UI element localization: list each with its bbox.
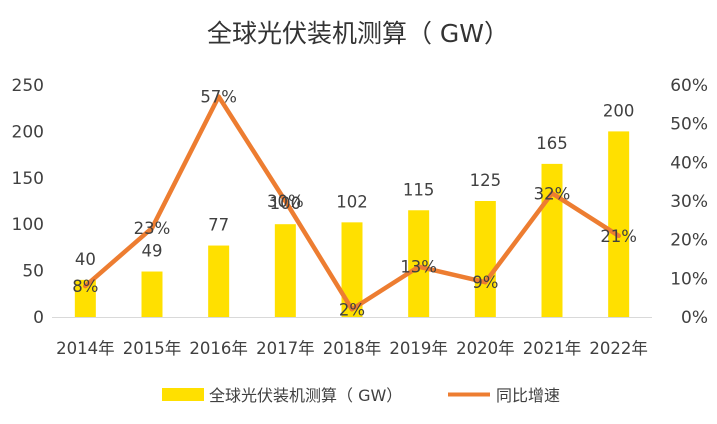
bar-value-label: 102 (336, 192, 368, 211)
x-tick-label: 2020年 (456, 339, 515, 358)
x-tick-label: 2015年 (123, 339, 182, 358)
line-value-label: 30% (267, 192, 304, 211)
y-right-tick-label: 50% (670, 115, 708, 135)
line-point (216, 94, 221, 99)
line-point (283, 198, 288, 204)
line-value-label: 23% (134, 219, 171, 238)
bar (474, 201, 496, 317)
bar-value-label: 100 (270, 194, 302, 213)
x-tick-label: 2016年 (189, 339, 248, 358)
line-series (83, 94, 621, 312)
x-tick-label: 2014年 (56, 339, 115, 358)
y-left-tick-label: 50 (22, 262, 44, 282)
line-point (549, 191, 555, 196)
axes: 0 50 100 150 200 250 0% 10% 20% 30% 40% 50% 60% 2014年… (12, 76, 708, 358)
bar-value-label: 125 (470, 171, 502, 190)
line-value-label: 2% (339, 300, 365, 319)
x-tick-label: 2017年 (256, 339, 315, 358)
bar-value-label: 40 (75, 250, 96, 269)
y-left-tick-label: 250 (12, 76, 44, 96)
legend: 全球光伏装机测算（ GW） 同比增速 (162, 386, 560, 405)
y-right-tick-label: 20% (670, 231, 708, 251)
bar-value-label: 200 (603, 101, 635, 120)
bar-value-label: 77 (208, 216, 229, 235)
bar (408, 210, 430, 317)
bar (341, 222, 363, 317)
bar-value-label: 115 (403, 180, 435, 199)
legend-label-line: 同比增速 (496, 386, 560, 405)
line-point (349, 307, 355, 312)
bar-value-label: 49 (142, 242, 163, 261)
legend-label-bar: 全球光伏装机测算（ GW） (209, 386, 402, 405)
y-right-tick-label: 0% (681, 308, 708, 328)
line-point (483, 280, 488, 285)
data-labels: 40 49 77 100 102 115 125 165 200 8% 23% 57% 30% 2% 13%… (72, 88, 637, 320)
bar (74, 279, 96, 317)
y-right-tick-label: 30% (670, 192, 708, 212)
y-right-tick-label: 10% (670, 269, 708, 289)
bar (274, 224, 296, 317)
bar (141, 271, 163, 317)
x-tick-label: 2021年 (523, 339, 582, 358)
bar (608, 131, 630, 317)
chart-title: 全球光伏装机测算（ GW） (207, 19, 509, 48)
line-value-label: 13% (400, 258, 437, 277)
legend-swatch-bar (162, 388, 204, 401)
x-tick-label: 2022年 (589, 339, 648, 358)
x-tick-label: 2018年 (323, 339, 382, 358)
y-right-tick-label: 60% (670, 76, 708, 96)
line-value-label: 32% (534, 184, 571, 203)
line-value-label: 9% (472, 273, 498, 292)
y-left-tick-label: 200 (12, 122, 44, 142)
line-point (616, 233, 621, 238)
bar (208, 245, 230, 317)
bar-series (74, 131, 630, 317)
y-left-tick-label: 100 (12, 215, 44, 235)
line-value-label: 21% (600, 227, 637, 246)
line-value-label: 8% (72, 277, 98, 296)
line-value-label: 57% (200, 88, 237, 107)
line-point (83, 283, 88, 289)
y-left-tick-label: 0 (33, 308, 44, 328)
y-right-tick-label: 40% (670, 153, 708, 173)
line-point (149, 225, 155, 231)
x-tick-label: 2019年 (389, 339, 448, 358)
line-point (416, 264, 421, 269)
y-left-tick-label: 150 (12, 169, 44, 189)
bar-value-label: 165 (536, 134, 568, 153)
